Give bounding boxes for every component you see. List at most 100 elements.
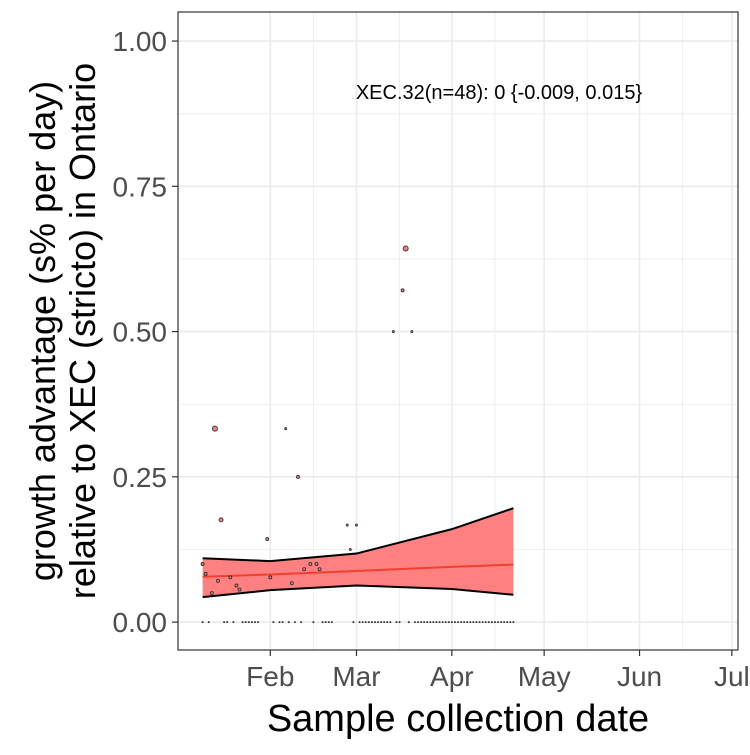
x-tick-label: Mar: [332, 661, 380, 692]
zero-data-point: [484, 621, 487, 624]
zero-data-point: [324, 621, 327, 624]
zero-data-point: [463, 621, 466, 624]
zero-data-point: [373, 621, 376, 624]
zero-data-point: [509, 621, 512, 624]
zero-data-point: [377, 621, 379, 624]
annotation-text: XEC.32(n=48): 0 {-0.009, 0.015}: [356, 82, 643, 104]
zero-data-point: [444, 621, 447, 624]
zero-data-point: [457, 621, 459, 624]
zero-data-point: [450, 621, 453, 624]
zero-data-point: [487, 621, 490, 624]
data-point: [234, 583, 239, 588]
zero-data-point: [500, 621, 503, 624]
y-tick-label: 1.00: [113, 26, 168, 57]
data-point: [355, 523, 358, 527]
zero-data-point: [358, 621, 361, 624]
ribbon-upper-bound: [202, 507, 514, 563]
zero-data-point: [432, 621, 435, 624]
zero-data-point: [278, 621, 281, 624]
data-point: [209, 591, 214, 596]
data-point: [200, 562, 205, 566]
zero-data-point: [321, 621, 324, 624]
zero-data-point: [417, 621, 419, 624]
data-point: [391, 330, 395, 334]
zero-data-point: [361, 621, 364, 624]
zero-data-point: [438, 621, 441, 624]
ribbon-lower-bound: [202, 584, 514, 599]
zero-data-point: [481, 621, 484, 624]
x-tick-label: Apr: [430, 661, 474, 692]
zero-data-point: [370, 621, 373, 624]
zero-data-point: [478, 621, 481, 624]
zero-data-point: [493, 621, 496, 624]
zero-data-point: [407, 621, 410, 624]
zero-data-point: [327, 621, 330, 624]
zero-data-point: [380, 621, 383, 624]
zero-data-point: [423, 621, 426, 624]
zero-data-point: [447, 621, 450, 624]
y-tick-label: 0.75: [113, 171, 168, 202]
data-point: [268, 575, 273, 580]
zero-data-point: [435, 621, 438, 624]
data-point: [410, 330, 414, 334]
zero-data-point: [453, 621, 456, 624]
data-point: [296, 474, 300, 479]
y-tick-label: 0.25: [113, 462, 168, 493]
zero-data-point: [475, 621, 478, 624]
zero-data-point: [232, 621, 235, 624]
y-tick-label: 0.00: [113, 607, 168, 638]
data-point: [216, 578, 220, 583]
axis-layer: 0.00 0.25 0.50 0.75 1.00 Feb Mar Apr May Jun Jul: [113, 26, 750, 692]
data-point: [348, 548, 352, 551]
data-point: [345, 523, 349, 527]
zero-data-point: [395, 621, 398, 624]
zero-data-point: [466, 621, 469, 624]
zero-data-point: [490, 621, 493, 624]
x-tick-label: Jul: [714, 661, 750, 692]
data-point: [211, 425, 218, 432]
data-point: [228, 575, 233, 580]
x-tick-label: May: [518, 661, 571, 692]
zero-data-point: [472, 621, 475, 624]
zero-data-point: [420, 621, 423, 624]
data-point: [284, 427, 288, 431]
zero-data-point: [247, 621, 250, 624]
data-point: [314, 562, 319, 566]
zero-data-point: [281, 621, 284, 624]
fit-line: [202, 563, 514, 578]
data-point: [265, 537, 270, 541]
zero-data-point: [441, 621, 444, 624]
zero-data-point: [223, 621, 226, 624]
zero-data-point: [469, 621, 472, 624]
zero-data-point: [293, 621, 296, 624]
zero-data-point: [413, 621, 416, 624]
zero-data-point: [330, 621, 333, 624]
x-tick-label: Feb: [246, 661, 294, 692]
zero-data-point: [497, 621, 499, 624]
data-point: [203, 571, 208, 576]
zero-data-point: [398, 621, 401, 624]
zero-data-point: [201, 621, 204, 624]
zero-data-point: [300, 621, 303, 624]
data-point: [402, 245, 409, 252]
zero-data-point: [386, 621, 389, 624]
x-axis-label: Sample collection date: [267, 698, 649, 740]
zero-data-point: [389, 621, 392, 624]
zero-data-point: [257, 621, 259, 624]
data-point: [302, 567, 307, 572]
zero-data-point: [207, 621, 210, 624]
zero-data-point: [506, 621, 509, 624]
zero-data-point: [352, 621, 355, 624]
zero-data-point: [244, 621, 247, 624]
data-point: [237, 587, 242, 592]
zero-data-point: [241, 621, 244, 624]
zero-data-point: [312, 621, 315, 624]
zero-data-point: [253, 621, 256, 624]
zero-data-point: [383, 621, 386, 624]
ribbon-layer: [202, 507, 514, 599]
data-point: [289, 581, 294, 586]
zero-data-point: [503, 621, 506, 624]
